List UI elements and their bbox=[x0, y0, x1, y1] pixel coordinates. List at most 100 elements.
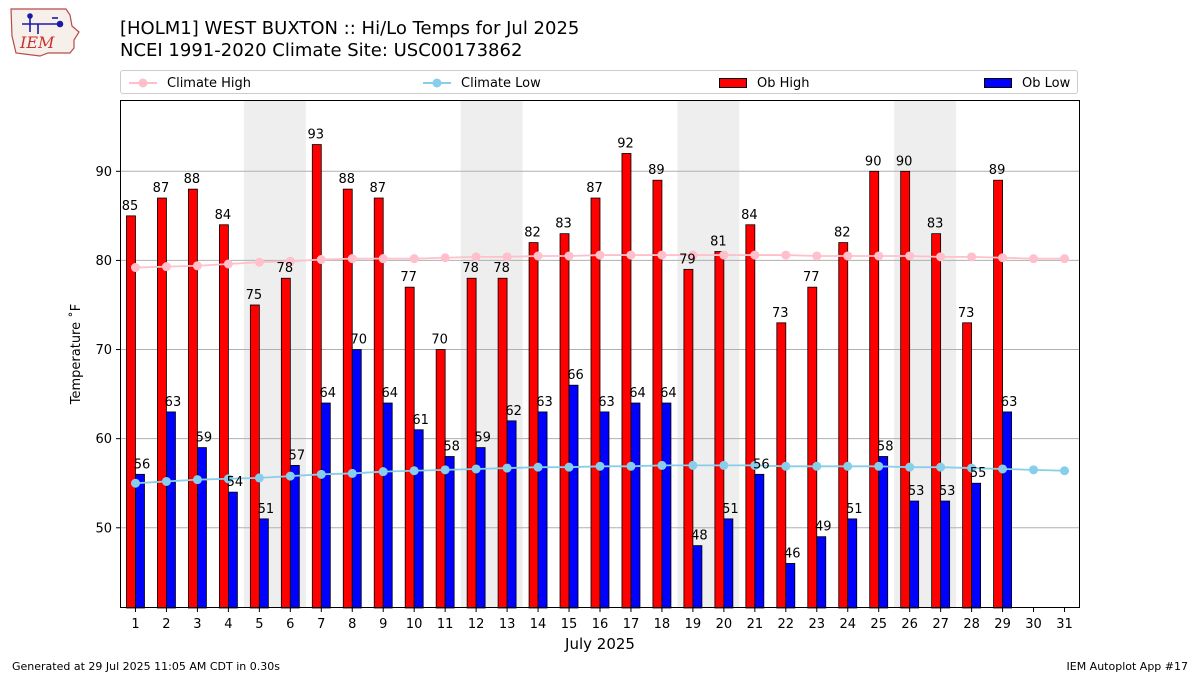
climate-high-point bbox=[874, 251, 884, 261]
ob-low-label: 58 bbox=[443, 439, 460, 454]
ob-low-label: 46 bbox=[784, 546, 801, 561]
ob-high-label: 70 bbox=[431, 333, 448, 348]
ob-high-bar bbox=[497, 277, 508, 609]
ob-low-bar bbox=[785, 563, 796, 609]
ob-high-label: 85 bbox=[122, 199, 139, 214]
ob-low-label: 63 bbox=[536, 395, 553, 410]
y-tick-label: 70 bbox=[95, 343, 112, 358]
climate-high-point bbox=[471, 252, 481, 262]
ob-high-label: 92 bbox=[617, 136, 634, 151]
legend-label: Climate Low bbox=[461, 75, 541, 91]
x-tick-label: 5 bbox=[255, 617, 263, 632]
ob-high-label: 81 bbox=[710, 235, 727, 250]
legend-label: Ob Low bbox=[1022, 75, 1071, 91]
climate-low-point bbox=[657, 460, 667, 470]
y-axis-label: Temperature ˚F bbox=[68, 304, 84, 405]
x-tick-label: 24 bbox=[839, 617, 856, 632]
climate-high-point bbox=[998, 253, 1008, 263]
legend: Climate High Climate Low Ob High Ob Low bbox=[120, 70, 1078, 94]
ob-high-label: 93 bbox=[308, 128, 325, 143]
climate-low-point bbox=[626, 461, 636, 471]
ob-high-label: 90 bbox=[896, 154, 913, 169]
climate-high-point bbox=[285, 256, 295, 266]
climate-low-point bbox=[409, 466, 419, 476]
line-marker-icon bbox=[129, 78, 157, 88]
ob-low-label: 64 bbox=[629, 386, 646, 401]
ob-low-bar bbox=[971, 482, 982, 609]
bar-swatch-icon bbox=[719, 78, 747, 88]
app-credit: IEM Autoplot App #17 bbox=[1066, 660, 1189, 673]
ob-high-label: 83 bbox=[555, 217, 572, 232]
ob-low-label: 56 bbox=[134, 457, 151, 472]
x-tick-label: 15 bbox=[561, 617, 578, 632]
y-tick-label: 80 bbox=[95, 254, 112, 269]
x-tick-label: 23 bbox=[809, 617, 826, 632]
climate-low-point bbox=[254, 473, 264, 483]
climate-high-point bbox=[409, 254, 419, 264]
ob-low-label: 51 bbox=[258, 502, 275, 517]
ob-high-label: 87 bbox=[153, 181, 170, 196]
ob-low-label: 61 bbox=[412, 413, 429, 428]
x-axis-label: July 2025 bbox=[564, 635, 635, 653]
climate-high-point bbox=[843, 251, 853, 261]
x-tick-label: 1 bbox=[131, 617, 139, 632]
climate-high-point bbox=[781, 250, 791, 260]
ob-high-bar bbox=[621, 153, 632, 609]
x-tick-label: 4 bbox=[224, 617, 232, 632]
ob-high-bar bbox=[869, 170, 880, 609]
x-tick-label: 17 bbox=[623, 617, 640, 632]
ob-low-bar bbox=[537, 411, 548, 609]
climate-low-point bbox=[874, 461, 884, 471]
legend-item-climate-low: Climate Low bbox=[423, 74, 541, 92]
ob-high-bar bbox=[838, 242, 849, 609]
ob-high-label: 87 bbox=[586, 181, 603, 196]
ob-high-label: 78 bbox=[462, 261, 479, 276]
climate-low-point bbox=[905, 462, 915, 472]
ob-high-bar bbox=[280, 277, 291, 609]
ob-high-label: 73 bbox=[958, 306, 975, 321]
climate-low-point bbox=[440, 465, 450, 475]
climate-low-point bbox=[285, 471, 295, 481]
bar-swatch-icon bbox=[984, 78, 1012, 88]
ob-low-bar bbox=[413, 429, 424, 609]
climate-high-point bbox=[626, 250, 636, 260]
ob-high-label: 82 bbox=[524, 226, 541, 241]
climate-high-point bbox=[936, 252, 946, 262]
ob-high-label: 84 bbox=[215, 208, 232, 223]
x-tick-label: 26 bbox=[901, 617, 918, 632]
ob-low-label: 64 bbox=[320, 386, 337, 401]
ob-low-bar bbox=[506, 420, 517, 609]
ob-high-label: 77 bbox=[400, 270, 417, 285]
ob-low-label: 51 bbox=[846, 502, 863, 517]
ob-high-bar bbox=[714, 251, 725, 609]
ob-low-bar bbox=[289, 465, 300, 609]
x-tick-label: 31 bbox=[1056, 617, 1073, 632]
climate-high-point bbox=[378, 254, 388, 264]
ob-low-label: 59 bbox=[474, 431, 491, 446]
climate-high-point bbox=[316, 255, 326, 265]
ob-low-label: 53 bbox=[908, 484, 925, 499]
ob-high-bar bbox=[342, 188, 353, 609]
x-tick-label: 27 bbox=[932, 617, 949, 632]
legend-item-ob-high: Ob High bbox=[719, 74, 810, 92]
ob-high-label: 83 bbox=[927, 217, 944, 232]
climate-low-point bbox=[471, 464, 481, 474]
ob-low-label: 49 bbox=[815, 520, 832, 535]
x-tick-label: 30 bbox=[1025, 617, 1042, 632]
ob-low-bar bbox=[878, 456, 889, 609]
climate-high-point bbox=[812, 251, 822, 261]
ob-high-label: 88 bbox=[338, 172, 355, 187]
ob-low-bar bbox=[599, 411, 610, 609]
legend-item-ob-low: Ob Low bbox=[984, 74, 1070, 92]
ob-low-bar bbox=[692, 545, 703, 609]
climate-high-point bbox=[967, 252, 977, 262]
ob-high-bar bbox=[311, 144, 322, 609]
ob-low-label: 53 bbox=[939, 484, 956, 499]
climate-low-point bbox=[843, 461, 853, 471]
x-tick-label: 9 bbox=[379, 617, 387, 632]
y-tick-label: 60 bbox=[95, 432, 112, 447]
climate-low-point bbox=[161, 476, 171, 486]
climate-high-point bbox=[130, 263, 140, 273]
ob-low-label: 55 bbox=[970, 466, 987, 481]
climate-low-point bbox=[130, 478, 140, 488]
